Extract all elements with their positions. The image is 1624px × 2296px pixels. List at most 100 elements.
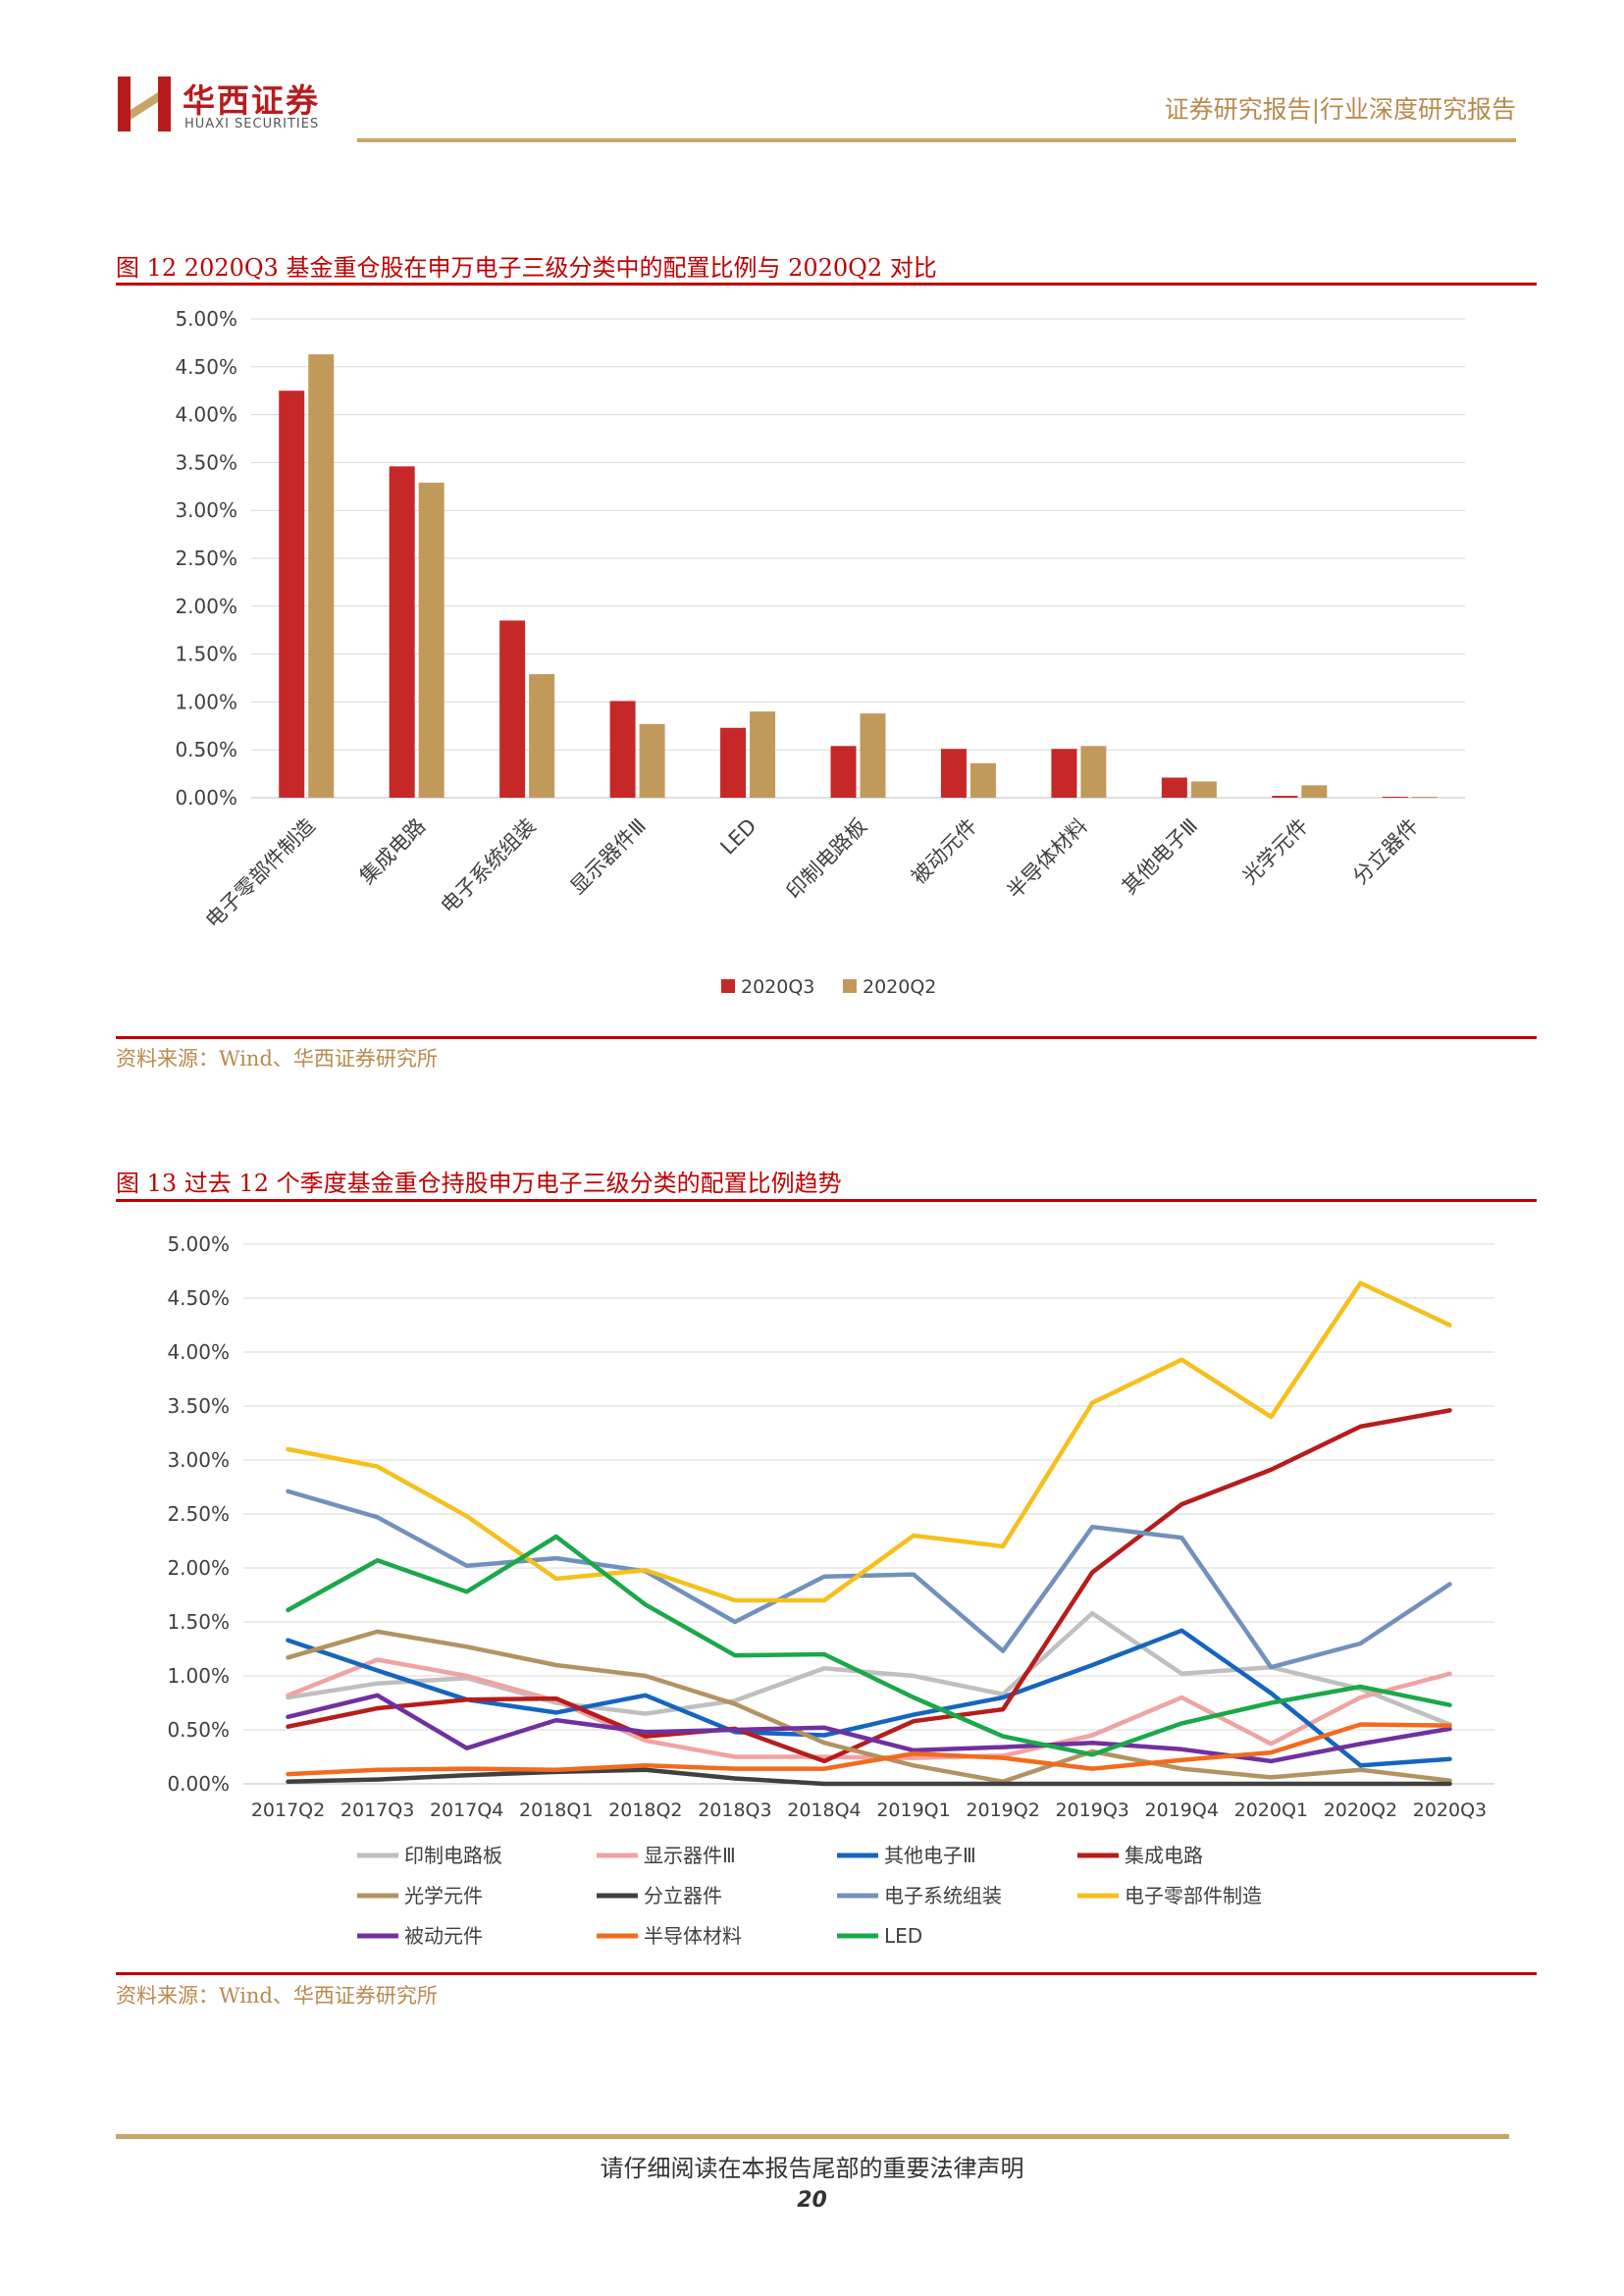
x-category-label: 印制电路板 bbox=[782, 814, 871, 904]
page-number: 20 bbox=[797, 2188, 827, 2213]
y-tick-label: 3.00% bbox=[167, 1448, 230, 1472]
x-category-label: 其他电子Ⅲ bbox=[1118, 814, 1203, 900]
legend-label: 被动元件 bbox=[404, 1924, 483, 1948]
x-tick-label: 2018Q3 bbox=[698, 1800, 771, 1821]
x-category-label: 被动元件 bbox=[907, 814, 981, 889]
x-tick-label: 2018Q4 bbox=[787, 1800, 861, 1821]
x-category-label: 电子系统组装 bbox=[437, 814, 541, 918]
legend-label: 显示器件Ⅲ bbox=[644, 1844, 736, 1867]
x-tick-label: 2020Q1 bbox=[1234, 1800, 1308, 1821]
x-tick-label: 2019Q4 bbox=[1145, 1800, 1219, 1821]
figure13-title: 图 13 过去 12 个季度基金重仓持股申万电子三级分类的配置比例趋势 bbox=[116, 1170, 842, 1197]
y-tick-label: 0.50% bbox=[175, 738, 237, 761]
bar-chart: 5.00% 4.50% 4.00% 3.50% 3.00% 2.50% 2.00% 1.50%… bbox=[175, 307, 1465, 998]
x-tick-label: 2020Q2 bbox=[1324, 1800, 1397, 1821]
y-tick-label: 0.00% bbox=[167, 1772, 230, 1796]
bar bbox=[860, 713, 886, 798]
figure12-top-rule bbox=[116, 283, 1537, 286]
y-tick-label: 4.50% bbox=[175, 355, 237, 379]
series-line bbox=[286, 1722, 1452, 1777]
series-line bbox=[286, 1610, 1452, 1727]
legend-label: 光学元件 bbox=[404, 1884, 483, 1907]
y-tick-label: 2.00% bbox=[175, 595, 237, 618]
bar bbox=[750, 711, 776, 798]
series-line bbox=[286, 1628, 1452, 1768]
y-tick-label: 2.50% bbox=[167, 1502, 230, 1526]
y-tick-label: 3.50% bbox=[167, 1394, 230, 1418]
figure12-source: 资料来源：Wind、华西证券研究所 bbox=[116, 1047, 438, 1070]
x-category-label: 半导体材料 bbox=[1003, 814, 1092, 904]
legend-swatch bbox=[721, 979, 735, 993]
legal-notice: 请仔细阅读在本报告尾部的重要法律声明 bbox=[600, 2155, 1024, 2182]
x-tick-label: 2019Q1 bbox=[876, 1800, 950, 1821]
y-tick-label: 1.00% bbox=[175, 690, 237, 713]
legend-label: 分立器件 bbox=[644, 1884, 722, 1907]
y-tick-label: 4.50% bbox=[167, 1286, 230, 1310]
bar bbox=[1080, 746, 1107, 798]
footer-divider bbox=[116, 2134, 1509, 2139]
bar bbox=[529, 674, 555, 798]
x-tick-label: 2017Q2 bbox=[251, 1800, 325, 1821]
bar bbox=[499, 620, 526, 798]
bar bbox=[418, 482, 445, 798]
legend-label: 集成电路 bbox=[1125, 1844, 1203, 1867]
x-category-label: 光学元件 bbox=[1237, 814, 1312, 889]
series-line bbox=[286, 1280, 1452, 1603]
y-tick-label: 3.50% bbox=[175, 450, 237, 474]
bar bbox=[308, 354, 335, 798]
y-tick-label: 1.00% bbox=[167, 1664, 230, 1688]
series-line bbox=[286, 1693, 1452, 1764]
bar bbox=[969, 762, 996, 798]
report-type-label: 证券研究报告|行业深度研究报告 bbox=[1164, 95, 1516, 124]
header-divider bbox=[357, 138, 1516, 142]
line-chart: 5.00% 4.50% 4.00% 3.50% 3.00% 2.50% 2.00% 1.50%… bbox=[167, 1232, 1494, 1948]
legend-label: 电子系统组装 bbox=[884, 1884, 1002, 1907]
bar bbox=[639, 723, 665, 798]
series-line bbox=[286, 1629, 1452, 1785]
legend-label: 其他电子Ⅲ bbox=[884, 1844, 976, 1867]
bar bbox=[830, 746, 857, 798]
bar bbox=[1301, 785, 1328, 798]
y-tick-label: 4.00% bbox=[175, 403, 237, 427]
series-line bbox=[286, 1767, 1452, 1787]
bar bbox=[279, 391, 305, 798]
legend-swatch bbox=[843, 979, 857, 993]
x-tick-label: 2017Q4 bbox=[430, 1800, 503, 1821]
bar bbox=[1411, 797, 1438, 798]
y-tick-label: 0.00% bbox=[175, 786, 237, 809]
x-category-label: 电子零部件制造 bbox=[201, 814, 320, 933]
series-line bbox=[286, 1488, 1452, 1670]
bar bbox=[720, 727, 747, 798]
x-tick-label: 2017Q3 bbox=[341, 1800, 414, 1821]
figure13-source: 资料来源：Wind、华西证券研究所 bbox=[116, 1984, 438, 2008]
series-line bbox=[286, 1408, 1452, 1764]
bar bbox=[1382, 797, 1408, 798]
y-tick-label: 5.00% bbox=[175, 307, 237, 331]
x-category-label: 显示器件Ⅲ bbox=[566, 814, 652, 900]
y-tick-label: 2.00% bbox=[167, 1556, 230, 1580]
bar bbox=[609, 701, 636, 798]
bar bbox=[1161, 777, 1187, 798]
legend-label: 2020Q3 bbox=[741, 976, 814, 998]
y-tick-label: 0.50% bbox=[167, 1718, 230, 1742]
bar bbox=[1272, 796, 1298, 798]
x-tick-label: 2019Q2 bbox=[966, 1800, 1039, 1821]
bar bbox=[940, 749, 967, 798]
x-category-label: LED bbox=[716, 814, 761, 860]
y-tick-label: 4.00% bbox=[167, 1340, 230, 1364]
x-category-label: 分立器件 bbox=[1348, 814, 1423, 889]
y-tick-label: 1.50% bbox=[175, 643, 237, 666]
bar bbox=[1051, 749, 1077, 798]
huaxi-logo-icon bbox=[118, 77, 171, 131]
figure12-title: 图 12 2020Q3 基金重仓股在申万电子三级分类中的配置比例与 2020Q2… bbox=[116, 254, 937, 282]
x-tick-label: 2020Q3 bbox=[1413, 1800, 1487, 1821]
y-tick-label: 3.00% bbox=[175, 498, 237, 522]
x-tick-label: 2019Q3 bbox=[1055, 1800, 1128, 1821]
y-tick-label: 2.50% bbox=[175, 547, 237, 570]
legend-label: LED bbox=[884, 1924, 922, 1948]
x-category-label: 集成电路 bbox=[355, 814, 430, 889]
figure12-bottom-rule bbox=[116, 1036, 1537, 1039]
legend-label: 印制电路板 bbox=[404, 1844, 502, 1867]
series-line bbox=[286, 1534, 1452, 1757]
logo-english-name: HUAXI SECURITIES bbox=[184, 117, 320, 131]
